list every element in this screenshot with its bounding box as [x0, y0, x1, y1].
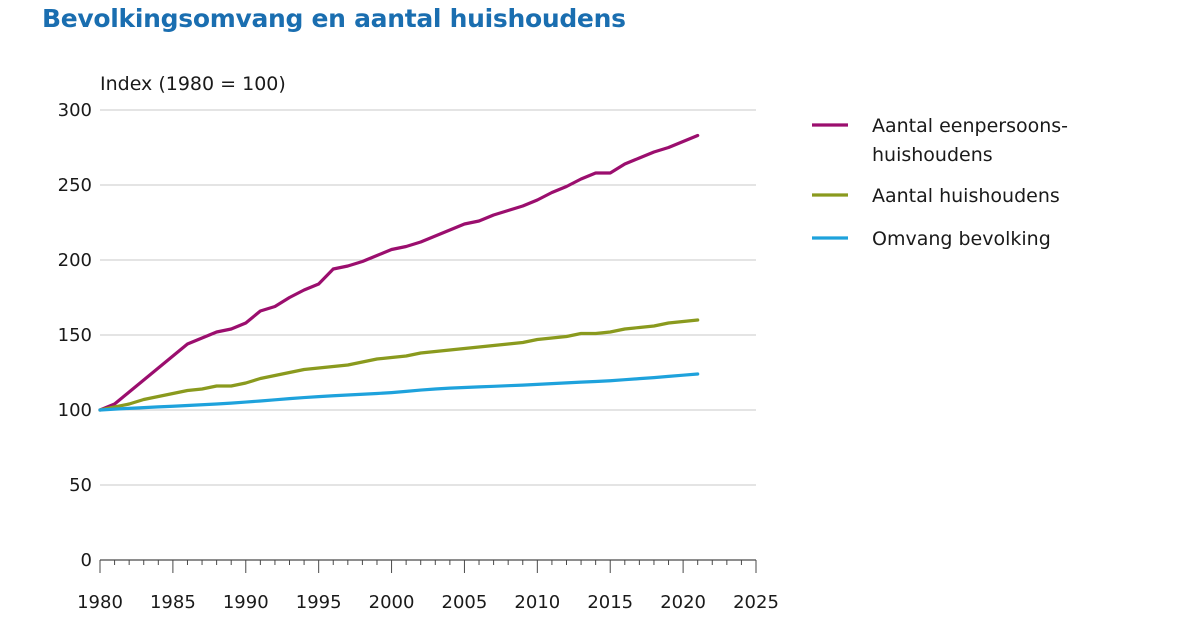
x-tick-label: 1980 [77, 592, 123, 613]
series-lines [98, 133, 700, 412]
y-axis-title: Index (1980 = 100) [100, 73, 286, 95]
x-tick-label: 2015 [587, 592, 633, 613]
x-tick-label: 1995 [296, 592, 342, 613]
axes [99, 559, 757, 573]
y-tick-label: 150 [58, 325, 92, 346]
y-tick-label: 250 [58, 175, 92, 196]
legend: Aantal eenpersoons-huishoudens Aantal hui… [812, 115, 1068, 250]
y-tick-label: 300 [58, 100, 92, 121]
legend-label: Aantal eenpersoons- [872, 115, 1068, 137]
x-tick-labels: 1980 1985 1990 1995 2000 2005 2010 2015 2020 2025 [77, 592, 779, 613]
series-line-0 [98, 133, 700, 412]
x-tick-label: 2000 [369, 592, 415, 613]
legend-label: Aantal huishoudens [872, 185, 1060, 207]
series-line-2 [98, 372, 700, 412]
legend-label: huishoudens [872, 144, 993, 166]
x-tick-label: 1990 [223, 592, 269, 613]
x-tick-label: 2025 [733, 592, 779, 613]
y-tick-label: 100 [58, 400, 92, 421]
x-tick-label: 2010 [514, 592, 560, 613]
chart-title: Bevolkingsomvang en aantal huishoudens [42, 4, 626, 33]
y-tick-label: 0 [81, 550, 92, 571]
y-tick-label: 200 [58, 250, 92, 271]
legend-label: Omvang bevolking [872, 228, 1051, 250]
x-tick-label: 2020 [660, 592, 706, 613]
series-line-1 [98, 318, 700, 412]
x-tick-label: 2005 [442, 592, 488, 613]
y-tick-labels: 0 50 100 150 200 250 300 [58, 100, 92, 571]
gridlines [100, 109, 756, 486]
x-tick-label: 1985 [150, 592, 196, 613]
y-tick-label: 50 [69, 475, 92, 496]
